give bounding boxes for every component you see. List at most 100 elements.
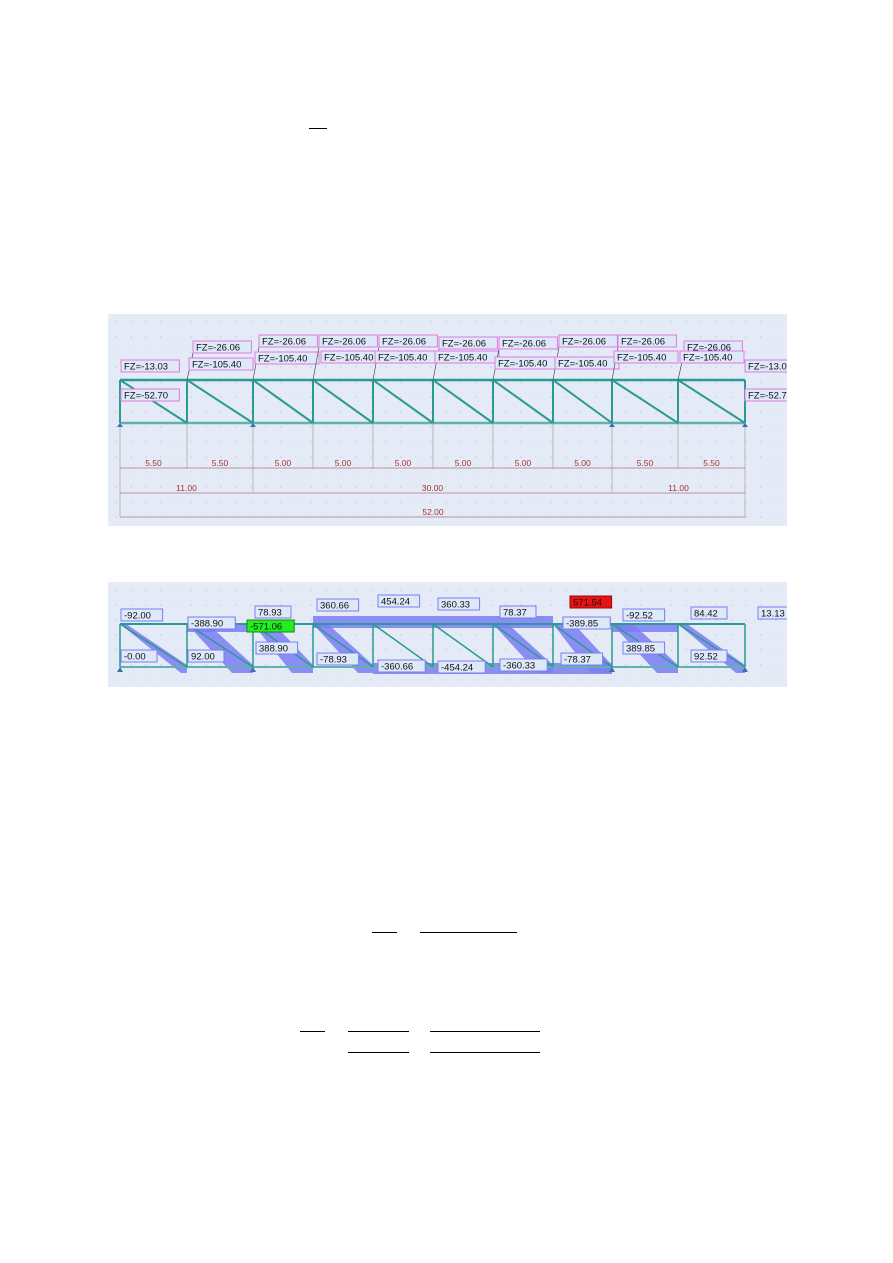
member-force-label: -360.66 [381, 662, 413, 673]
grid-dot [430, 321, 432, 323]
grid-dot [280, 679, 282, 681]
member-force-label: 454.24 [381, 597, 410, 608]
grid-dot [775, 351, 777, 353]
grid-dot [715, 381, 717, 383]
grid-dot [625, 456, 627, 458]
grid-dot [685, 426, 687, 428]
grid-dot [355, 441, 357, 443]
grid-dot [490, 634, 492, 636]
grid-dot [670, 679, 672, 681]
diagonal-member [432, 623, 494, 668]
grid-dot [670, 411, 672, 413]
grid-dot [145, 679, 147, 681]
grid-dot [700, 486, 702, 488]
grid-dot [760, 351, 762, 353]
grid-dot [280, 441, 282, 443]
grid-dot [490, 366, 492, 368]
grid-dot [235, 321, 237, 323]
grid-dot [325, 366, 327, 368]
diagonal-member [312, 623, 374, 668]
grid-dot [490, 456, 492, 458]
grid-dot [310, 366, 312, 368]
grid-dot [490, 501, 492, 503]
grid-dot [505, 486, 507, 488]
grid-dot [415, 441, 417, 443]
grid-dot [175, 649, 177, 651]
member-force-label-box [187, 649, 225, 663]
grid-dot [535, 589, 537, 591]
grid-dot [280, 411, 282, 413]
grid-dot [415, 396, 417, 398]
grid-dot [475, 634, 477, 636]
grid-dot [310, 381, 312, 383]
support-icon [609, 667, 615, 672]
grid-dot [235, 471, 237, 473]
grid-dot [655, 381, 657, 383]
grid-dot [265, 381, 267, 383]
grid-dot [655, 426, 657, 428]
member-force-label-box [120, 649, 158, 663]
dimension-label: 5.50 [703, 458, 720, 468]
dimension-label: 30.00 [422, 483, 444, 493]
grid-dot [640, 426, 642, 428]
reaction-label: FZ=-105.40 [192, 360, 241, 371]
grid-dot [670, 441, 672, 443]
equation-fraction-bar [420, 932, 517, 933]
grid-dot [415, 634, 417, 636]
grid-dot [550, 589, 552, 591]
grid-dot [190, 456, 192, 458]
reaction-label-box [120, 388, 180, 402]
member-force-label: -360.33 [503, 661, 535, 672]
grid-dot [535, 471, 537, 473]
grid-dot [145, 589, 147, 591]
grid-dot [655, 321, 657, 323]
grid-dot [325, 441, 327, 443]
grid-dot [145, 456, 147, 458]
grid-dot [730, 456, 732, 458]
grid-dot [190, 396, 192, 398]
grid-dot [205, 411, 207, 413]
grid-dot [400, 381, 402, 383]
grid-dot [730, 486, 732, 488]
grid-dot [715, 619, 717, 621]
grid-dot [160, 634, 162, 636]
grid-dot [670, 456, 672, 458]
grid-dot [460, 321, 462, 323]
grid-dot [685, 664, 687, 666]
grid-dot [730, 634, 732, 636]
reaction-label: FZ=-105.40 [558, 359, 607, 370]
grid-dot [310, 501, 312, 503]
grid-dot [310, 619, 312, 621]
member-force-label: 360.33 [441, 600, 470, 611]
dimension-label: 5.00 [574, 458, 591, 468]
grid-dot [385, 411, 387, 413]
grid-dot [490, 321, 492, 323]
grid-dot [475, 486, 477, 488]
grid-dot [325, 649, 327, 651]
grid-dot [115, 456, 117, 458]
support-icon [117, 423, 123, 427]
grid-dot [385, 366, 387, 368]
grid-dot [130, 321, 132, 323]
grid-dot [160, 426, 162, 428]
grid-dot [700, 426, 702, 428]
member-force-label-box [499, 605, 537, 619]
grid-dot [715, 664, 717, 666]
grid-dot [370, 381, 372, 383]
grid-dot [310, 471, 312, 473]
grid-dot [565, 381, 567, 383]
reaction-label-box [188, 357, 254, 371]
grid-dot [175, 336, 177, 338]
grid-dot [775, 589, 777, 591]
member-force-label-box [560, 652, 604, 666]
dimension-label: 5.00 [455, 458, 472, 468]
grid-dot [550, 381, 552, 383]
grid-dot [205, 441, 207, 443]
grid-dot [760, 679, 762, 681]
grid-dot [760, 426, 762, 428]
grid-dot [700, 604, 702, 606]
reaction-label: FZ=-26.06 [621, 337, 665, 348]
grid-dot [265, 664, 267, 666]
grid-dot [250, 411, 252, 413]
grid-dot [670, 619, 672, 621]
